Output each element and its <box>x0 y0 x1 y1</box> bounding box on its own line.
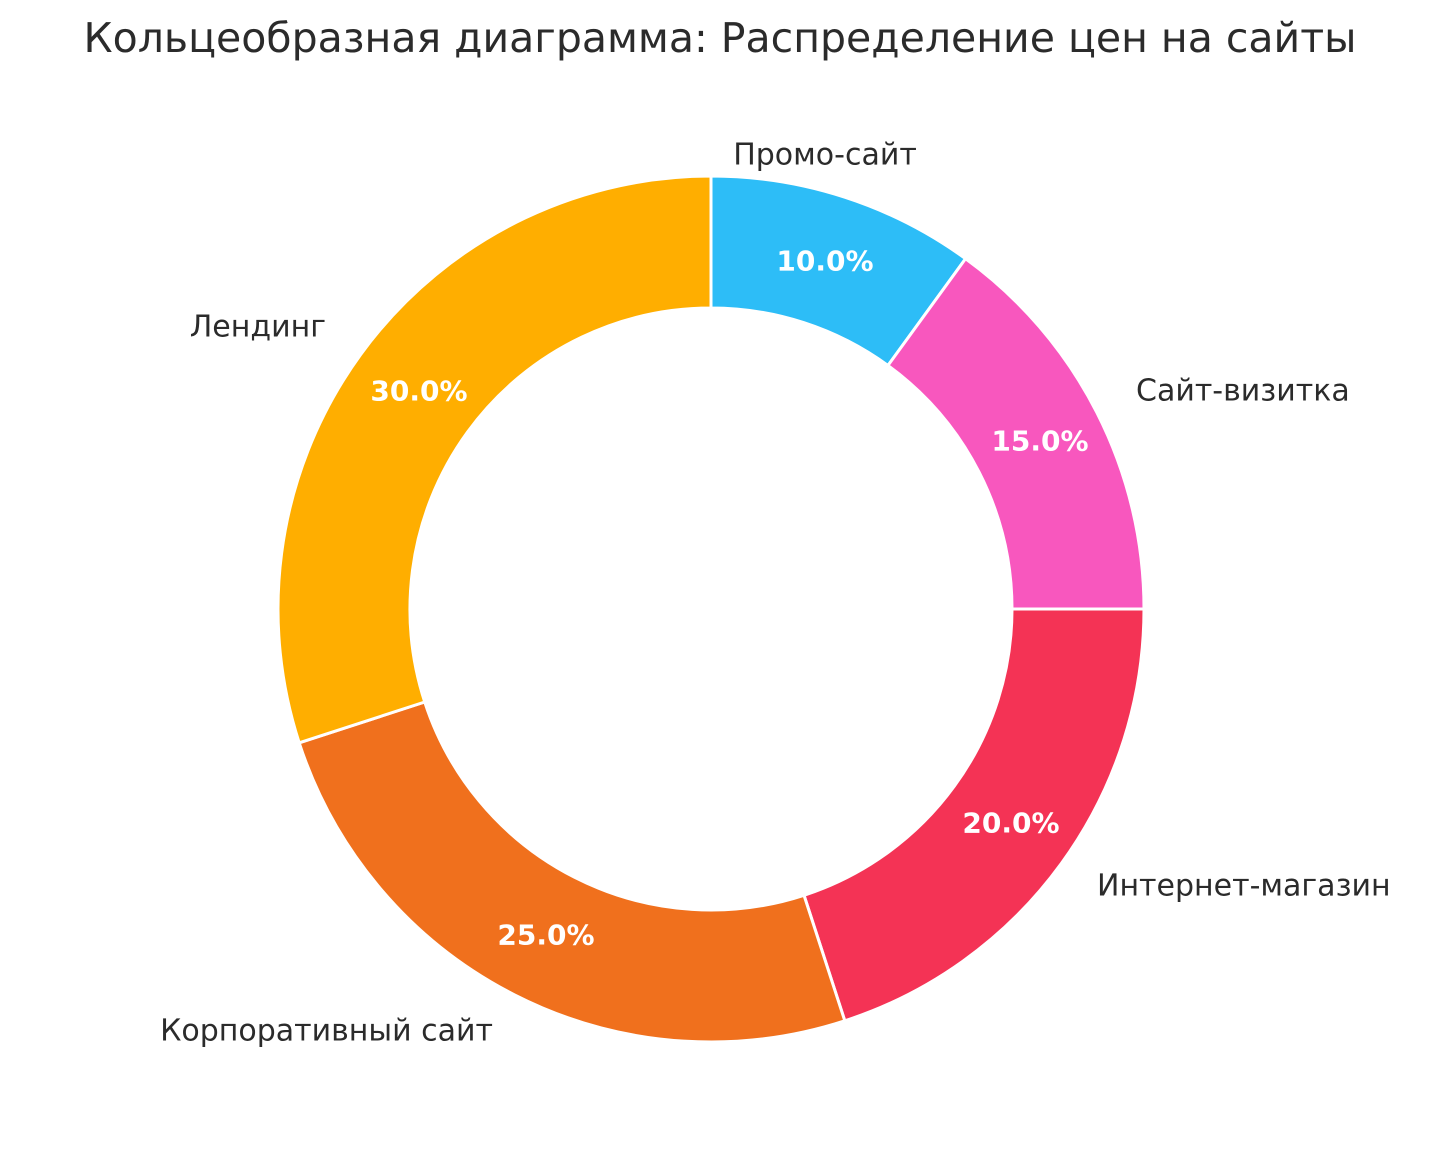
donut-slice[interactable] <box>276 174 713 745</box>
slice-category-label: Лендинг <box>190 310 326 345</box>
donut-slice[interactable] <box>297 700 847 1044</box>
slice-percent-label: 30.0% <box>370 375 467 408</box>
chart-title: Кольцеобразная диаграмма: Распределение … <box>83 14 1357 62</box>
slice-percent-label: 25.0% <box>497 919 594 952</box>
donut-slice[interactable] <box>802 607 1146 1023</box>
slice-category-label: Интернет-магазин <box>1097 869 1391 904</box>
donut-percent-labels-group: 10.0% 15.0% 20.0% 25.0% 30.0% <box>370 245 1088 952</box>
slice-category-label: Корпоративный сайт <box>160 1014 493 1049</box>
slice-category-label: Сайт-визитка <box>1136 374 1350 409</box>
slice-percent-label: 15.0% <box>991 425 1088 458</box>
donut-category-labels-group: Промо-сайт Сайт-визитка Интернет-магазин Ко… <box>160 138 1391 1049</box>
slice-percent-label: 10.0% <box>776 245 873 278</box>
slice-category-label: Промо-сайт <box>733 138 917 173</box>
donut-slices-group <box>276 174 1146 1044</box>
slice-percent-label: 20.0% <box>962 807 1059 840</box>
